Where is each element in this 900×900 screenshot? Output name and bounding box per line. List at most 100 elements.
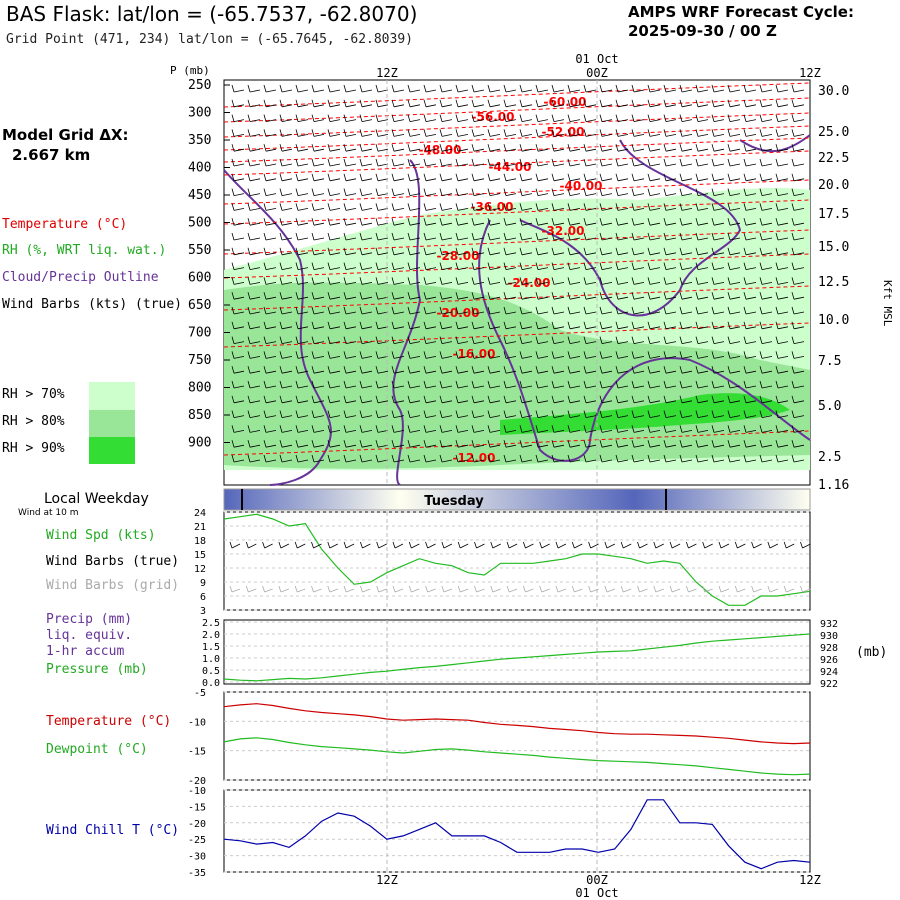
wind-barb <box>727 129 741 137</box>
wind-barb <box>391 425 405 433</box>
wind-speed-tick: 24 <box>194 508 206 519</box>
temperature-tick: -10 <box>188 717 206 728</box>
wind-barb <box>455 366 469 374</box>
wind-barb <box>695 158 709 167</box>
wind-barb <box>695 380 709 389</box>
wind-barb <box>775 114 789 122</box>
wind-barb <box>391 188 405 196</box>
wind-chill-line <box>223 799 811 870</box>
wind-barb <box>791 351 805 359</box>
wind-barb <box>343 454 357 463</box>
wind-barb <box>791 380 805 389</box>
wind-barb <box>471 440 485 448</box>
wind-barb <box>567 218 581 226</box>
wind-barb <box>631 410 645 418</box>
wind-barb <box>567 306 581 315</box>
wind-barb <box>263 114 277 122</box>
wind-barb <box>471 321 485 330</box>
wind-barb <box>727 114 741 122</box>
wind-barb <box>519 84 533 93</box>
wind-barb <box>743 292 757 300</box>
wind-barb <box>535 144 549 152</box>
precip-tick: 2.0 <box>202 630 220 641</box>
wind-barb <box>727 395 741 404</box>
cross-section-panel: -60.00-56.00-52.00-48.00-44.00-40.00-36.… <box>170 52 894 493</box>
wind-barb <box>391 454 405 463</box>
wind-barb <box>455 292 469 300</box>
wind-barb <box>599 173 613 182</box>
wind-barb <box>359 129 373 137</box>
wind-barb <box>599 351 613 359</box>
wind-barb <box>711 114 725 122</box>
wind-barb <box>727 306 741 315</box>
wind-barb <box>647 366 661 374</box>
wind-barb <box>551 129 565 137</box>
wind-barb <box>647 321 661 330</box>
wind-barb <box>455 410 469 418</box>
wind-barb <box>615 84 629 93</box>
wind-barb <box>535 395 549 404</box>
wind-barb <box>471 99 485 108</box>
wind-barb <box>263 351 277 359</box>
wind-barb <box>727 277 741 285</box>
wind-barb <box>359 203 373 211</box>
wind-barb <box>631 380 645 389</box>
wind-barb <box>263 321 277 330</box>
wind-barb <box>567 425 581 433</box>
wind-barb <box>727 232 741 241</box>
temperature-contour-line <box>223 137 811 163</box>
wind-barb <box>423 395 437 404</box>
surface-wind-barb-true <box>490 541 501 549</box>
wind-barb <box>679 366 693 374</box>
wind-barb <box>695 410 709 418</box>
wind-chill-tick: -20 <box>188 819 206 830</box>
wind-barb <box>247 158 261 167</box>
wind-barb <box>727 203 741 211</box>
wind-barb <box>311 232 325 241</box>
wind-barb <box>615 247 629 256</box>
wind-barb <box>263 395 277 404</box>
wind-barb <box>647 129 661 137</box>
wind-barb <box>359 440 373 448</box>
wind-barb <box>503 425 517 433</box>
wind-barb <box>775 440 789 448</box>
surface-wind-barb-grid <box>783 585 795 593</box>
wind-barb <box>455 277 469 285</box>
wind-barb <box>679 188 693 196</box>
wind-barb <box>695 336 709 344</box>
wind-barb <box>791 232 805 241</box>
wind-barb <box>519 232 533 241</box>
legend-rh70: RH > 70% <box>2 387 65 402</box>
wind-barb <box>343 321 357 330</box>
surface-wind-barb-grid <box>718 585 730 593</box>
wind-barb <box>599 425 613 433</box>
wind-barb <box>263 129 277 137</box>
height-ticks: 30.0 25.0 22.5 20.0 17.5 15.0 12.5 10.0 7.5 5.0 2.… <box>818 84 849 493</box>
wind-chill-tick: -30 <box>188 852 206 863</box>
wind-barb <box>359 336 373 344</box>
legend-temperature: Temperature (°C) <box>2 217 128 232</box>
wind-barb <box>615 425 629 433</box>
pressure-tick-label: 700 <box>188 326 211 341</box>
wind-barb <box>503 410 517 418</box>
pressure-right-tick: 922 <box>820 679 838 690</box>
legend-rh80: RH > 80% <box>2 414 65 429</box>
wind-barb <box>311 262 325 270</box>
wind-barb <box>743 247 757 256</box>
wind-barb <box>615 454 629 463</box>
wind-barb <box>775 247 789 256</box>
wind-barb <box>487 410 501 418</box>
wind-barb <box>791 321 805 330</box>
wind-barb <box>375 395 389 404</box>
wind-barb <box>375 292 389 300</box>
wind-barb <box>519 336 533 344</box>
wind-barb <box>791 395 805 404</box>
wind-barb <box>711 218 725 226</box>
pressure-tick-label: 450 <box>188 188 211 203</box>
wind-barb <box>759 84 773 93</box>
surface-wind-barb-grid <box>669 585 681 593</box>
wind-barb <box>791 114 805 122</box>
wind-barb <box>279 188 293 196</box>
wind-barb <box>503 99 517 108</box>
wind-barb <box>279 144 293 152</box>
